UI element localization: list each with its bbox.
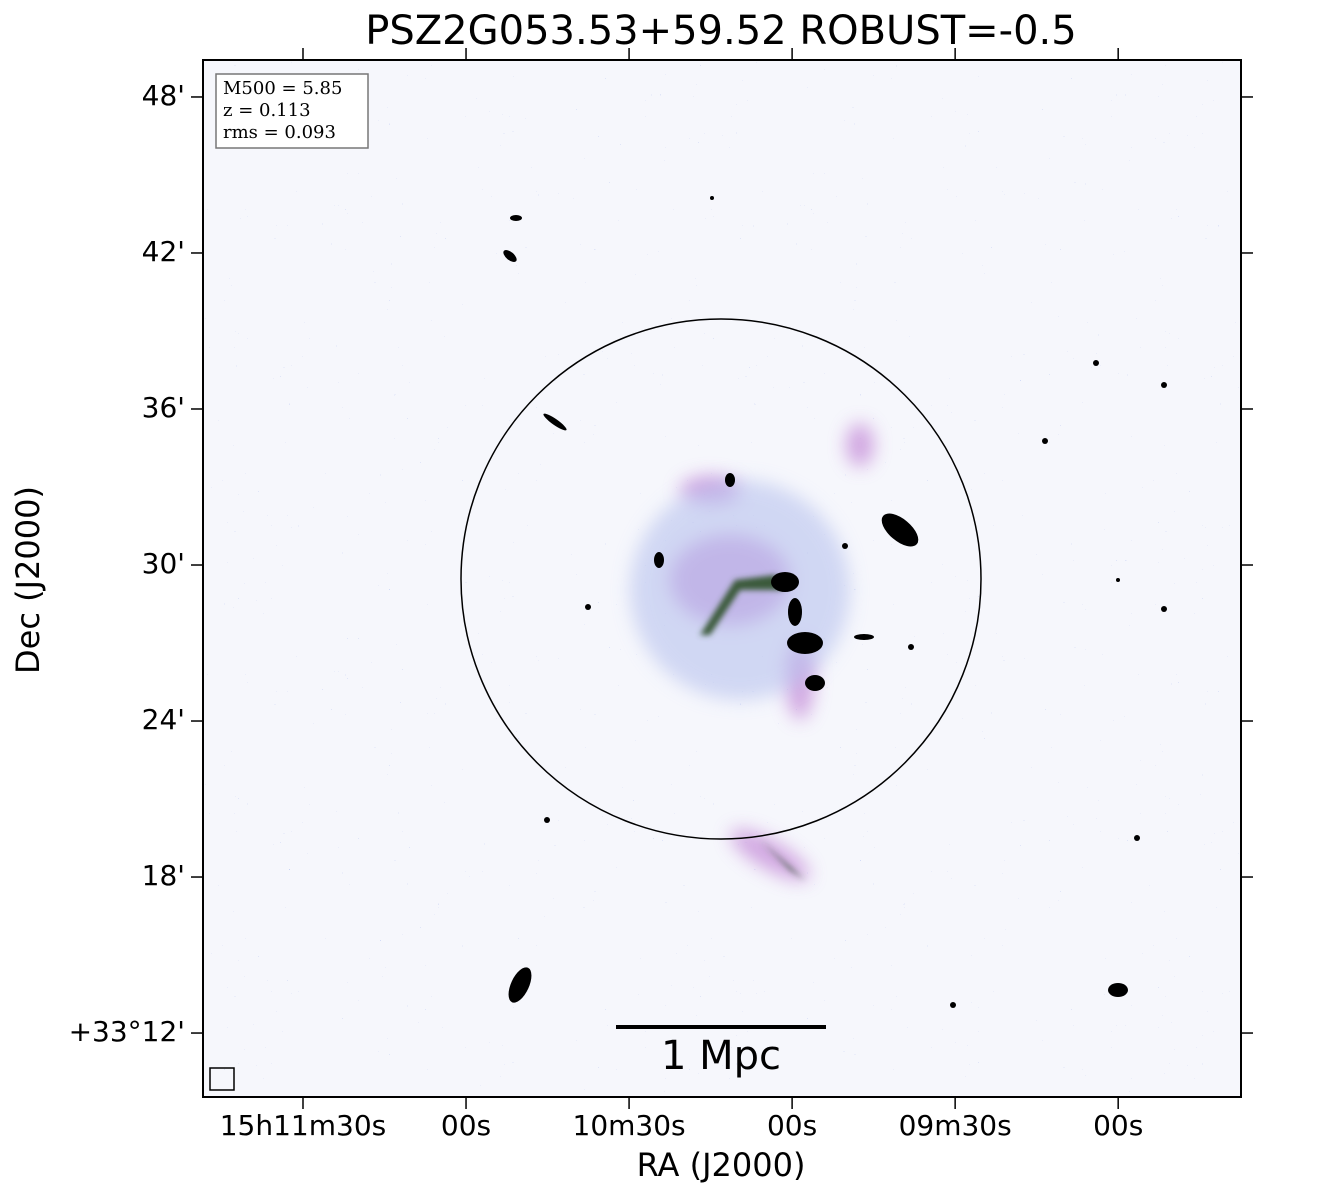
x-tick-label: 10m30s [573,1109,686,1142]
x-tick-label: 00s [1093,1109,1143,1142]
x-axis-label: RA (J2000) [637,1146,806,1184]
radio-image [203,60,1241,1097]
annotation-box [215,73,369,149]
y-axis-label: Dec (J2000) [9,486,47,674]
annotation: M500 = 5.85 [223,78,342,99]
y-tick-label: 42' [142,235,185,268]
y-tick-label: 48' [142,79,185,112]
y-tick-label: +33°12' [69,1015,185,1048]
y-tick-label: 24' [142,703,185,736]
y-tick-label: 30' [142,547,185,580]
x-tick-label: 00s [767,1109,817,1142]
annotation: z = 0.113 [223,100,311,121]
x-tick-label: 15h11m30s [220,1109,387,1142]
annotation: rms = 0.093 [223,122,336,143]
x-tick-label: 00s [441,1109,491,1142]
y-tick-label: 18' [142,859,185,892]
plot-frame [202,59,1242,1098]
y-tick-label: 36' [142,391,185,424]
scale-bar-label: 1 Mpc [661,1033,781,1079]
x-tick-label: 09m30s [899,1109,1012,1142]
chart-title: PSZ2G053.53+59.52 ROBUST=-0.5 [365,8,1076,54]
